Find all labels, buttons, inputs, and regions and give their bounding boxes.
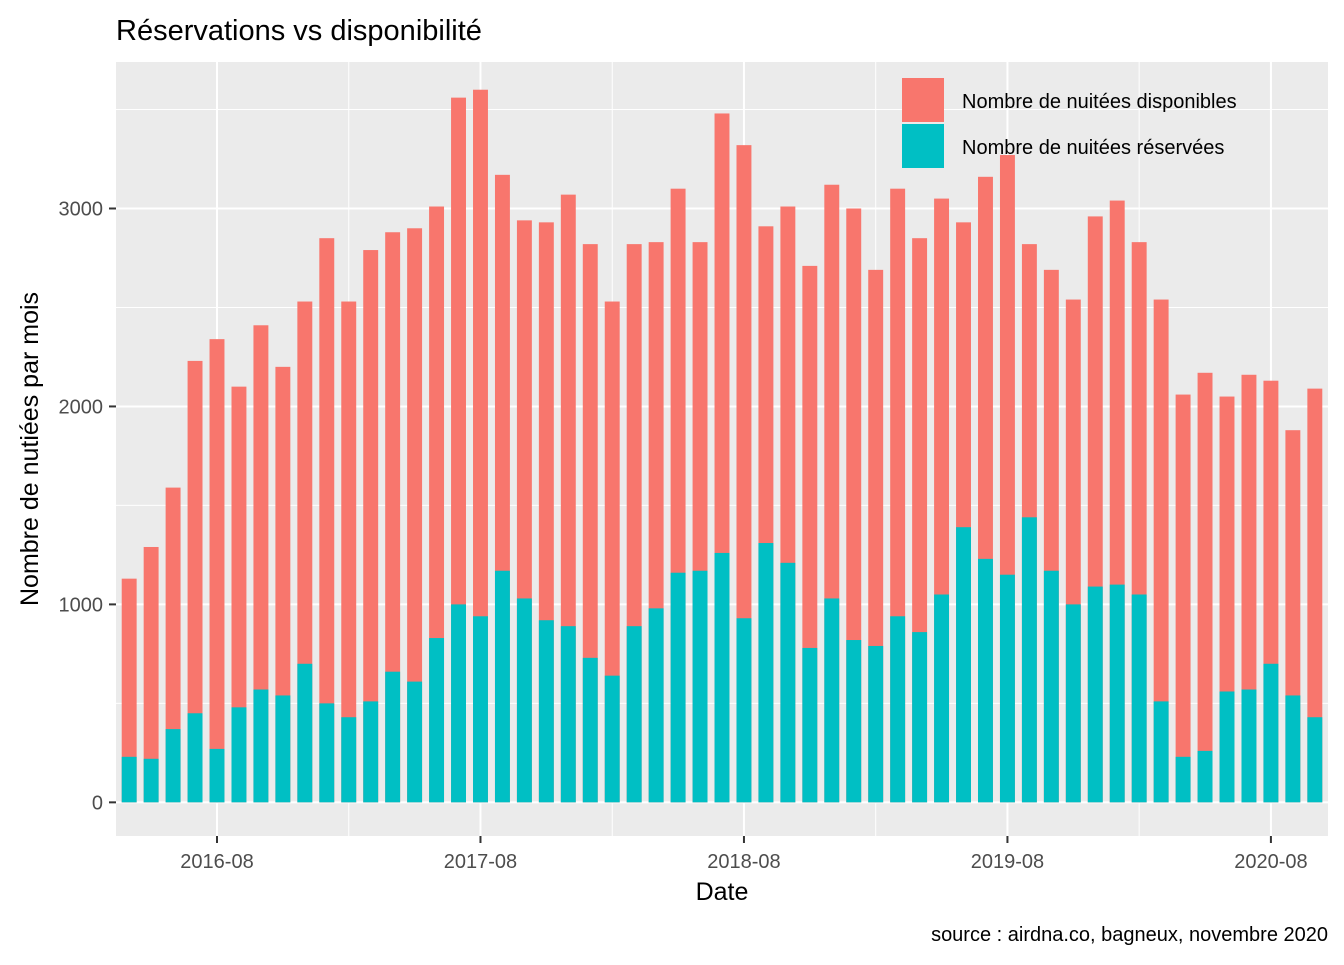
- bar-reserved: [187, 713, 203, 803]
- bar-reserved: [407, 681, 423, 803]
- bar-reserved: [516, 598, 532, 803]
- bar-available: [231, 386, 247, 803]
- bar-available: [143, 546, 159, 803]
- bar-reserved: [758, 543, 774, 803]
- x-tick-label: 2017-08: [444, 851, 517, 873]
- bar-reserved: [692, 570, 708, 803]
- bar-reserved: [999, 574, 1015, 803]
- legend-label-reserved: Nombre de nuitées réservées: [962, 137, 1224, 159]
- bar-available: [1197, 372, 1213, 803]
- bar-reserved: [341, 717, 357, 803]
- bar-reserved: [1153, 701, 1169, 803]
- bar-reserved: [1021, 517, 1037, 803]
- bar-available: [1153, 299, 1169, 803]
- x-tick-label: 2020-08: [1234, 851, 1307, 873]
- x-tick-label: 2018-08: [707, 851, 780, 873]
- bar-reserved: [604, 675, 620, 803]
- legend-key-available: [902, 78, 944, 122]
- bar-reserved: [1241, 689, 1257, 803]
- bars: [121, 89, 1323, 803]
- x-axis: 2016-08 2017-08 2018-08 2019-08 2020-08: [180, 836, 1308, 873]
- bar-reserved: [165, 729, 181, 803]
- bar-reserved: [538, 620, 554, 803]
- bar-reserved: [429, 638, 445, 803]
- bar-reserved: [121, 756, 137, 803]
- bar-available: [209, 339, 225, 803]
- bar-reserved: [1087, 586, 1103, 803]
- bar-reserved: [1109, 584, 1125, 803]
- chart-caption: source : airdna.co, bagneux, novembre 20…: [931, 924, 1328, 946]
- legend: Nombre de nuitées disponibles Nombre de …: [902, 78, 1237, 168]
- bar-available: [385, 232, 401, 803]
- bar-available: [165, 487, 181, 803]
- bar-reserved: [1219, 691, 1235, 803]
- bar-reserved: [363, 701, 379, 803]
- bar-available: [407, 228, 423, 803]
- bar-reserved: [275, 695, 291, 803]
- bar-reserved: [912, 632, 928, 803]
- bar-available: [341, 301, 357, 803]
- x-axis-title: Date: [696, 878, 749, 906]
- bar-reserved: [934, 594, 950, 803]
- bar-reserved: [1197, 750, 1213, 803]
- x-tick-label: 2019-08: [971, 851, 1044, 873]
- bar-reserved: [143, 758, 159, 803]
- y-tick-label: 0: [92, 792, 103, 814]
- bar-reserved: [1131, 594, 1147, 803]
- bar-reserved: [648, 608, 664, 803]
- y-axis-title: Nombre de nutiées par mois: [16, 292, 44, 606]
- bar-reserved: [1043, 570, 1059, 803]
- y-tick-label: 3000: [59, 198, 104, 220]
- bar-reserved: [582, 657, 598, 803]
- legend-key-reserved: [902, 124, 944, 168]
- bar-reserved: [473, 616, 488, 803]
- bar-reserved: [560, 626, 576, 803]
- bar-reserved: [1175, 756, 1191, 803]
- bar-reserved: [297, 663, 313, 803]
- bar-available: [1307, 388, 1323, 803]
- bar-available: [363, 250, 379, 803]
- bar-reserved: [319, 703, 335, 803]
- bar-reserved: [846, 640, 862, 803]
- bar-available: [121, 578, 137, 803]
- bar-reserved: [385, 671, 401, 803]
- legend-label-available: Nombre de nuitées disponibles: [962, 91, 1237, 113]
- bar-reserved: [802, 647, 818, 803]
- bar-reserved: [231, 707, 247, 803]
- x-tick-label: 2016-08: [180, 851, 253, 873]
- bar-available: [1175, 394, 1191, 803]
- bar-reserved: [253, 689, 269, 803]
- chart-title: Réservations vs disponibilité: [116, 15, 482, 47]
- bar-reserved: [1285, 695, 1301, 803]
- bar-reserved: [1065, 604, 1081, 803]
- bar-available: [275, 366, 291, 803]
- bar-reserved: [451, 604, 466, 803]
- bar-reserved: [736, 618, 752, 803]
- bar-reserved: [670, 572, 686, 803]
- y-axis: 0 1000 2000 3000: [59, 198, 116, 814]
- bar-reserved: [824, 598, 840, 803]
- bar-reserved: [868, 645, 884, 803]
- bar-reserved: [494, 570, 510, 803]
- bar-reserved: [956, 527, 971, 803]
- bar-reserved: [209, 748, 225, 803]
- bar-available: [319, 238, 335, 803]
- bar-reserved: [978, 558, 993, 803]
- bar-reserved: [1307, 717, 1323, 803]
- bar-reserved: [780, 562, 796, 803]
- bar-available: [253, 325, 269, 803]
- bar-reserved: [714, 552, 730, 803]
- y-tick-label: 1000: [59, 594, 104, 616]
- bar-reserved: [626, 626, 642, 803]
- bar-available: [187, 360, 203, 803]
- bar-reserved: [890, 616, 906, 803]
- y-tick-label: 2000: [59, 396, 104, 418]
- bar-reserved: [1263, 663, 1279, 803]
